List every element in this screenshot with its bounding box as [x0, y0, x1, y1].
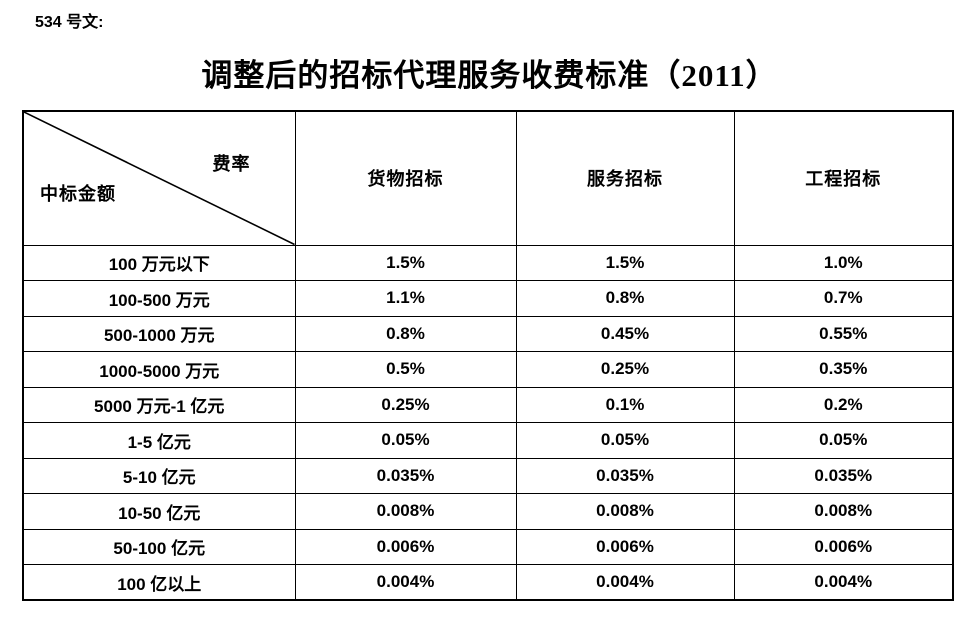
rate-cell: 1.5% — [294, 244, 517, 281]
column-header-engineering: 工程招标 — [733, 110, 954, 246]
rate-cell: 1.1% — [294, 280, 517, 317]
rate-cell: 0.008% — [515, 493, 735, 530]
page-title: 调整后的招标代理服务收费标准（2011） — [201, 58, 778, 93]
doc-number-label: 534 号文: — [35, 14, 104, 31]
fee-rate-table: 费率 中标金额 货物招标 服务招标 工程招标 100 万元以下 1.5% 1.5… — [22, 110, 954, 601]
row-label-cell: 10-50 亿元 — [22, 493, 296, 530]
corner-amount-label: 中标金额 — [40, 184, 116, 204]
rate-cell: 1.5% — [515, 244, 735, 281]
table-row: 500-1000 万元 0.8% 0.45% 0.55% — [22, 315, 954, 352]
rate-cell: 0.05% — [515, 422, 735, 459]
rate-cell: 0.45% — [515, 315, 735, 352]
rate-cell: 0.035% — [294, 457, 517, 494]
rate-cell: 0.006% — [294, 528, 517, 565]
column-header-services: 服务招标 — [515, 110, 735, 246]
rate-cell: 0.035% — [515, 457, 735, 494]
rate-cell: 0.008% — [294, 493, 517, 530]
table-row: 100-500 万元 1.1% 0.8% 0.7% — [22, 280, 954, 317]
row-label-cell: 5-10 亿元 — [22, 457, 296, 494]
rate-cell: 0.035% — [733, 457, 954, 494]
rate-cell: 1.0% — [733, 244, 954, 281]
table-row: 5000 万元-1 亿元 0.25% 0.1% 0.2% — [22, 386, 954, 423]
table-row: 100 万元以下 1.5% 1.5% 1.0% — [22, 244, 954, 281]
table-row: 1-5 亿元 0.05% 0.05% 0.05% — [22, 422, 954, 459]
row-label-cell: 1000-5000 万元 — [22, 351, 296, 388]
rate-cell: 0.1% — [515, 386, 735, 423]
row-label-cell: 100 亿以上 — [22, 564, 296, 601]
diagonal-line — [24, 112, 295, 245]
table-row: 10-50 亿元 0.008% 0.008% 0.008% — [22, 493, 954, 530]
table-header-row: 费率 中标金额 货物招标 服务招标 工程招标 — [22, 110, 954, 246]
row-label-cell: 100 万元以下 — [22, 244, 296, 281]
rate-cell: 0.006% — [733, 528, 954, 565]
table-row: 1000-5000 万元 0.5% 0.25% 0.35% — [22, 351, 954, 388]
rate-cell: 0.25% — [515, 351, 735, 388]
rate-cell: 0.006% — [515, 528, 735, 565]
table-row: 50-100 亿元 0.006% 0.006% 0.006% — [22, 528, 954, 565]
rate-cell: 0.05% — [733, 422, 954, 459]
row-label-cell: 1-5 亿元 — [22, 422, 296, 459]
row-label-cell: 5000 万元-1 亿元 — [22, 386, 296, 423]
rate-cell: 0.2% — [733, 386, 954, 423]
rate-cell: 0.8% — [294, 315, 517, 352]
rate-cell: 0.004% — [515, 564, 735, 601]
table-row: 100 亿以上 0.004% 0.004% 0.004% — [22, 564, 954, 601]
row-label-cell: 100-500 万元 — [22, 280, 296, 317]
column-header-goods: 货物招标 — [294, 110, 517, 246]
corner-cell: 费率 中标金额 — [22, 110, 296, 246]
row-label-cell: 50-100 亿元 — [22, 528, 296, 565]
rate-cell: 0.25% — [294, 386, 517, 423]
rate-cell: 0.008% — [733, 493, 954, 530]
rate-cell: 0.004% — [294, 564, 517, 601]
table-row: 5-10 亿元 0.035% 0.035% 0.035% — [22, 457, 954, 494]
rate-cell: 0.004% — [733, 564, 954, 601]
rate-cell: 0.05% — [294, 422, 517, 459]
rate-cell: 0.5% — [294, 351, 517, 388]
rate-cell: 0.8% — [515, 280, 735, 317]
row-label-cell: 500-1000 万元 — [22, 315, 296, 352]
rate-cell: 0.35% — [733, 351, 954, 388]
rate-cell: 0.7% — [733, 280, 954, 317]
rate-cell: 0.55% — [733, 315, 954, 352]
corner-rate-label: 费率 — [212, 154, 251, 174]
